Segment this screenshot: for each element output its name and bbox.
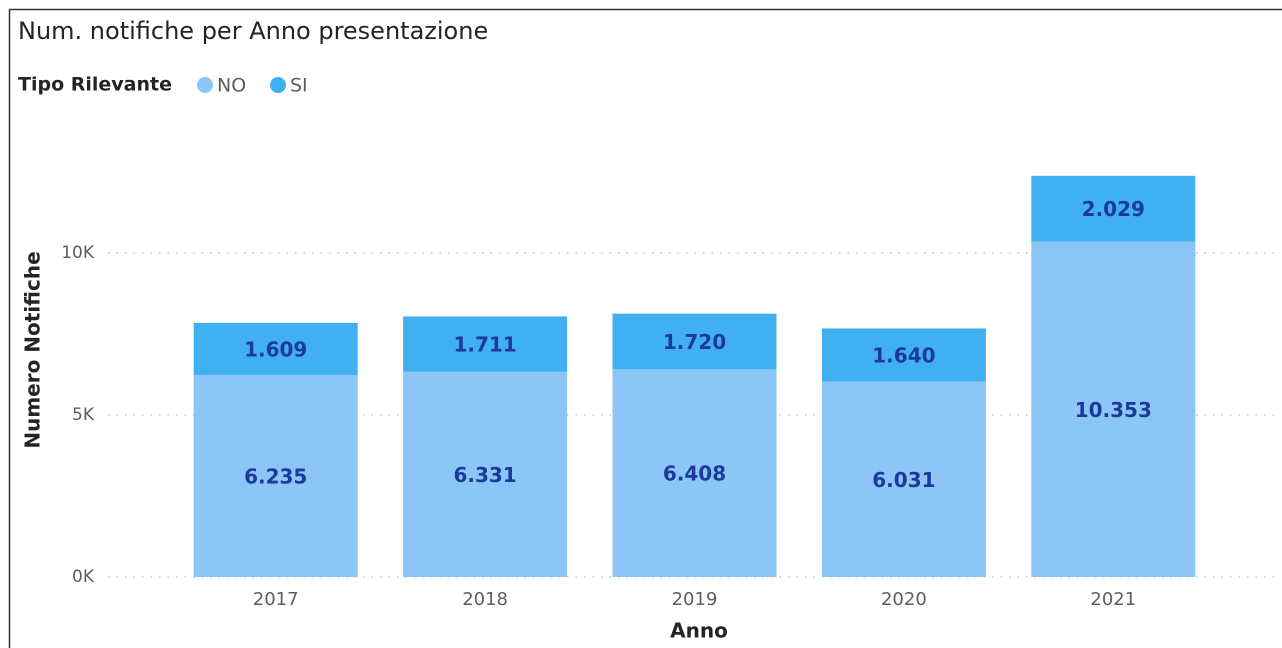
bar-segment xyxy=(193,374,358,577)
data-label: 2.029 xyxy=(1082,197,1145,221)
data-label: 1.711 xyxy=(453,333,516,357)
data-label: 6.408 xyxy=(663,462,726,486)
x-tick-label: 2019 xyxy=(672,589,718,610)
y-tick-label: 5K xyxy=(72,405,95,425)
bar-segment xyxy=(1031,241,1196,577)
legend-swatch xyxy=(270,77,286,93)
x-tick-label: 2021 xyxy=(1090,589,1136,610)
legend-label: SI xyxy=(290,75,308,97)
x-tick-label: 2018 xyxy=(462,589,508,610)
data-label: 6.235 xyxy=(244,464,307,488)
bar-segment xyxy=(821,328,986,382)
chart-title: Num. notifiche per Anno presentazione xyxy=(18,17,488,45)
legend-title: Tipo Rilevante xyxy=(18,74,172,96)
data-label: 6.331 xyxy=(453,463,516,487)
legend-swatch xyxy=(197,77,213,93)
x-tick-label: 2020 xyxy=(881,589,927,610)
x-tick-label: 2017 xyxy=(253,589,299,610)
bar-segment xyxy=(1031,175,1196,242)
data-label: 6.031 xyxy=(872,468,935,492)
bar-segment xyxy=(612,313,777,370)
x-axis-label: Anno xyxy=(670,619,728,643)
bar-segment xyxy=(403,371,568,577)
legend-label: NO xyxy=(217,75,246,97)
bar-segment xyxy=(612,369,777,577)
y-tick-label: 0K xyxy=(72,567,95,587)
y-axis-label: Numero Notifiche xyxy=(21,251,45,448)
bar-segment xyxy=(821,381,986,577)
data-label: 1.609 xyxy=(244,337,307,361)
data-label: 10.353 xyxy=(1075,398,1152,422)
data-label: 1.640 xyxy=(872,344,935,368)
data-label: 1.720 xyxy=(663,330,726,354)
bar-segment xyxy=(193,322,358,375)
y-tick-label: 10K xyxy=(61,243,95,263)
bar-segment xyxy=(403,316,568,372)
